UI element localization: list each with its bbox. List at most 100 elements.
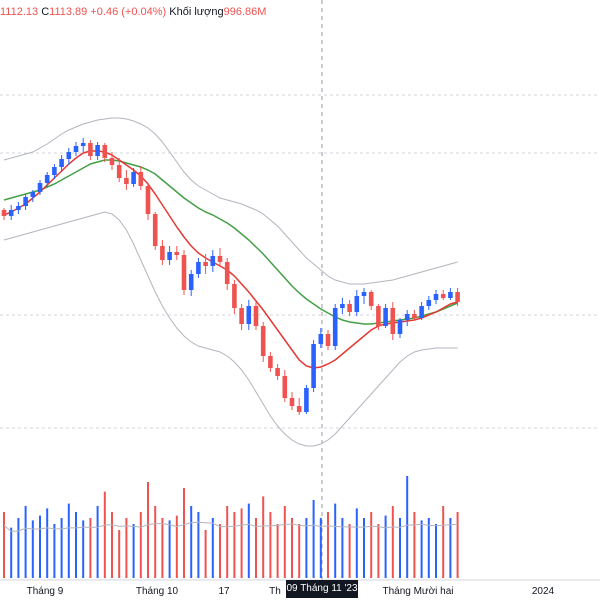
candle-body	[311, 344, 316, 388]
volume-bar	[319, 518, 322, 578]
close-value: 1113.89	[49, 6, 88, 18]
volume-bar	[269, 512, 272, 578]
volume-bar	[276, 524, 279, 578]
ma9-line	[3, 150, 458, 369]
volume-bar	[348, 524, 351, 578]
candle-body	[181, 255, 187, 290]
candle-body	[95, 145, 100, 156]
candle-body	[37, 183, 43, 192]
candle-body	[361, 292, 367, 296]
volume-bar	[435, 524, 437, 578]
volume-bar	[283, 506, 286, 578]
candle-body	[383, 308, 388, 326]
volume-bar	[132, 524, 135, 578]
candle-body	[88, 143, 93, 156]
volume-bar	[327, 512, 329, 578]
candle-body	[289, 398, 295, 406]
candle-body	[368, 292, 374, 306]
change-value: +0.46 (+0.04%)	[90, 6, 167, 18]
high-value: 1112.13	[0, 6, 39, 18]
volume-bar	[75, 512, 77, 578]
candle-body	[8, 210, 14, 216]
volume-bar	[399, 518, 401, 578]
candle-body	[152, 214, 158, 246]
volume-bar	[175, 515, 178, 578]
candle-body	[433, 294, 439, 300]
volume-bar	[139, 512, 142, 578]
candle-body	[318, 334, 324, 344]
candle-body	[232, 284, 237, 308]
volume-bar	[60, 518, 63, 578]
candle-body	[167, 252, 172, 260]
volume-bar	[305, 518, 308, 578]
volume-bar	[53, 524, 56, 578]
candle-body	[124, 178, 129, 184]
volume-bar	[442, 506, 445, 578]
volume-bar	[10, 527, 13, 578]
candle-body	[210, 256, 216, 266]
candle-body	[44, 175, 50, 183]
volume-bar	[111, 512, 113, 578]
candle-body	[268, 356, 273, 368]
x-tick-label: 17	[218, 586, 230, 597]
candle-body	[397, 320, 403, 334]
candle-body	[253, 306, 259, 326]
candle-body	[325, 334, 331, 346]
crosshair-date-label: 09 Tháng 11 '23	[286, 580, 358, 598]
candle-body	[224, 262, 230, 284]
candle-body	[419, 306, 424, 318]
volume-bar	[456, 512, 459, 578]
volume-label: Khối lượng	[169, 6, 224, 18]
candle-body	[203, 262, 208, 266]
volume-bar	[406, 476, 409, 578]
candle-body	[59, 159, 64, 167]
volume-bar	[204, 530, 207, 578]
candle-body	[376, 306, 381, 326]
volume-ma-line	[3, 521, 458, 532]
volume-bar	[89, 518, 92, 578]
volume-bar	[370, 512, 373, 578]
candle-body	[73, 146, 79, 152]
volume-bar	[46, 508, 49, 578]
volume-bar	[67, 503, 70, 578]
candle-body	[30, 192, 36, 197]
volume-bar	[233, 512, 236, 578]
candle-body	[412, 314, 417, 318]
candle-body	[347, 304, 352, 312]
candle-body	[66, 152, 72, 159]
volume-bar	[226, 506, 229, 578]
volume-value: 996.86M	[223, 6, 267, 18]
candle-body	[80, 143, 86, 146]
volume-bar	[355, 508, 358, 578]
candle-body	[426, 300, 432, 306]
volume-bar	[31, 520, 34, 578]
candle-body	[138, 172, 144, 186]
volume-bar	[154, 506, 157, 578]
volume-bar	[3, 512, 5, 578]
volume-bar	[391, 506, 394, 578]
candle-body	[1, 210, 7, 216]
candle-body	[217, 256, 223, 262]
candle-body	[102, 145, 108, 158]
candle-body	[160, 246, 165, 260]
x-tick-label: Th	[269, 586, 281, 597]
candle-body	[16, 206, 21, 210]
bb_upper-line	[3, 117, 458, 285]
volume-bar	[240, 508, 243, 578]
volume-bar	[118, 530, 121, 578]
candle-body	[188, 274, 194, 290]
candle-body	[116, 165, 122, 178]
volume-bar	[17, 518, 20, 578]
candle-body	[239, 308, 244, 324]
volume-bar	[96, 506, 99, 578]
volume-bar	[334, 503, 337, 578]
bb_lower-line	[3, 211, 458, 447]
candle-body	[174, 252, 180, 255]
volume-bar	[384, 515, 387, 578]
volume-bar	[427, 518, 430, 578]
x-tick-label: Tháng 10	[136, 586, 179, 597]
candle-body	[332, 308, 338, 346]
volume-bar	[363, 518, 365, 578]
x-tick-label: Tháng Mười hai	[382, 586, 453, 597]
